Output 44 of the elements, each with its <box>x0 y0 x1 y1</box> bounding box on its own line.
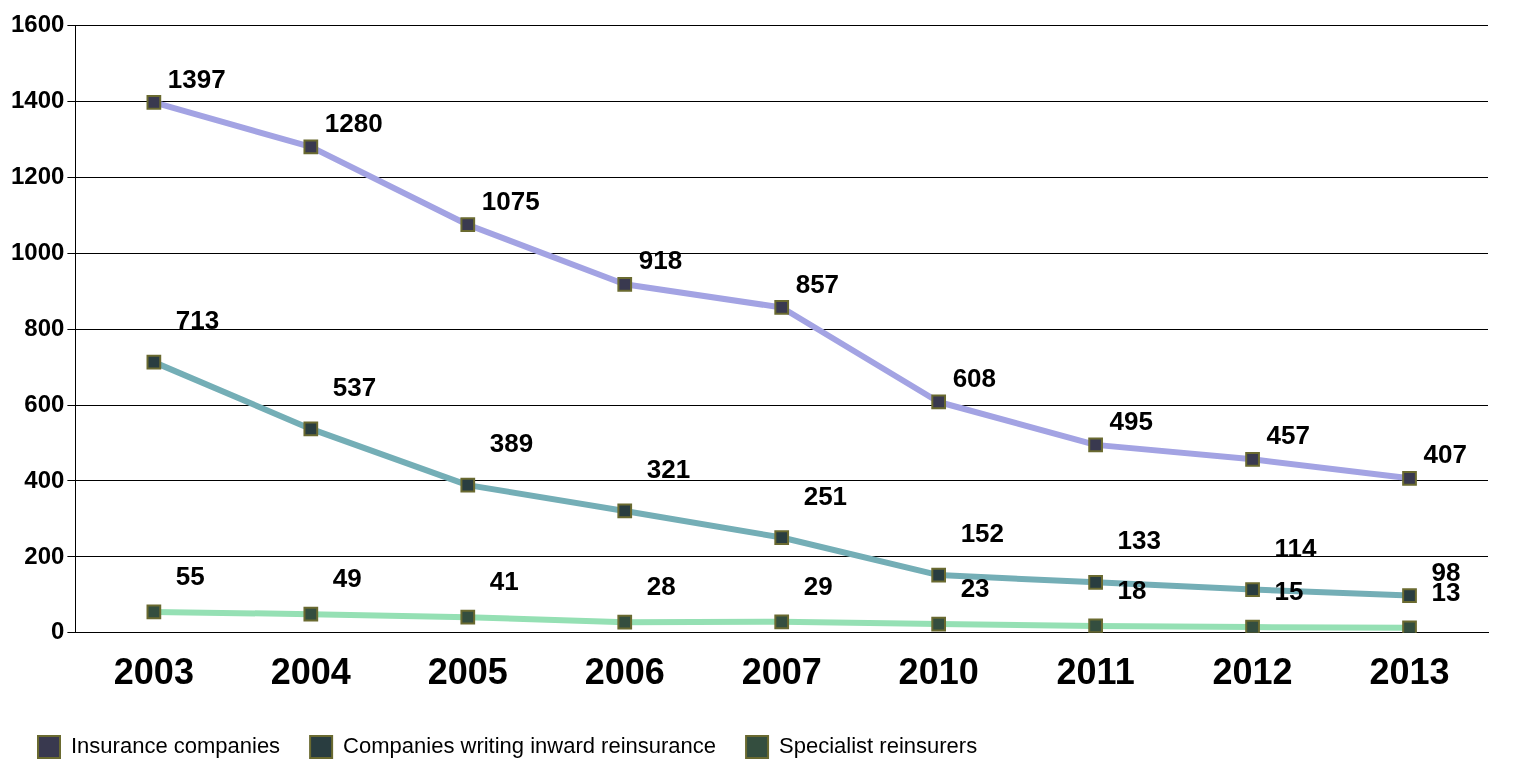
y-tick-label: 800 <box>24 313 65 341</box>
data-label: 1075 <box>481 185 540 216</box>
data-label: 28 <box>646 571 676 602</box>
data-label: 15 <box>1274 576 1304 607</box>
data-label: 857 <box>795 268 840 299</box>
data-label: 49 <box>332 563 362 594</box>
x-tick-label: 2003 <box>113 651 194 693</box>
legend-label: Insurance companies <box>71 733 281 759</box>
x-tick-label: 2005 <box>427 651 508 693</box>
data-label: 407 <box>1423 439 1467 470</box>
data-label: 23 <box>960 573 990 604</box>
legend-label: Specialist reinsurers <box>779 733 978 759</box>
x-tick-label: 2010 <box>898 651 979 693</box>
data-label: 29 <box>803 570 833 601</box>
x-tick-label: 2012 <box>1212 651 1293 693</box>
x-tick-label: 2007 <box>741 651 822 693</box>
data-label: 389 <box>489 428 534 459</box>
y-tick-label: 1600 <box>11 10 65 38</box>
data-label: 152 <box>960 518 1005 549</box>
x-tick-label: 2004 <box>270 651 351 693</box>
x-tick-label: 2013 <box>1369 651 1450 693</box>
x-tick-label: 2006 <box>584 651 665 693</box>
data-label: 251 <box>803 480 848 511</box>
data-label: 608 <box>952 363 997 394</box>
data-label: 495 <box>1109 406 1153 437</box>
data-label: 133 <box>1117 525 1161 556</box>
y-tick-label: 1200 <box>11 161 65 189</box>
y-tick-label: 1400 <box>11 85 65 113</box>
data-label: 457 <box>1266 420 1310 451</box>
data-label: 18 <box>1117 575 1147 606</box>
data-label: 55 <box>175 561 205 592</box>
data-label: 41 <box>489 566 519 597</box>
y-tick-label: 600 <box>24 389 65 417</box>
y-tick-label: 200 <box>24 541 65 569</box>
data-label: 1397 <box>167 63 226 94</box>
y-tick-label: 400 <box>24 465 65 493</box>
legend-label: Companies writing inward reinsurance <box>343 733 717 759</box>
data-label: 1280 <box>324 108 383 139</box>
data-label: 537 <box>332 372 377 403</box>
data-label: 713 <box>175 305 220 336</box>
y-tick-label: 0 <box>51 617 65 645</box>
y-tick-label: 1000 <box>11 237 65 265</box>
data-label: 321 <box>646 454 691 485</box>
x-tick-label: 2011 <box>1056 651 1135 693</box>
